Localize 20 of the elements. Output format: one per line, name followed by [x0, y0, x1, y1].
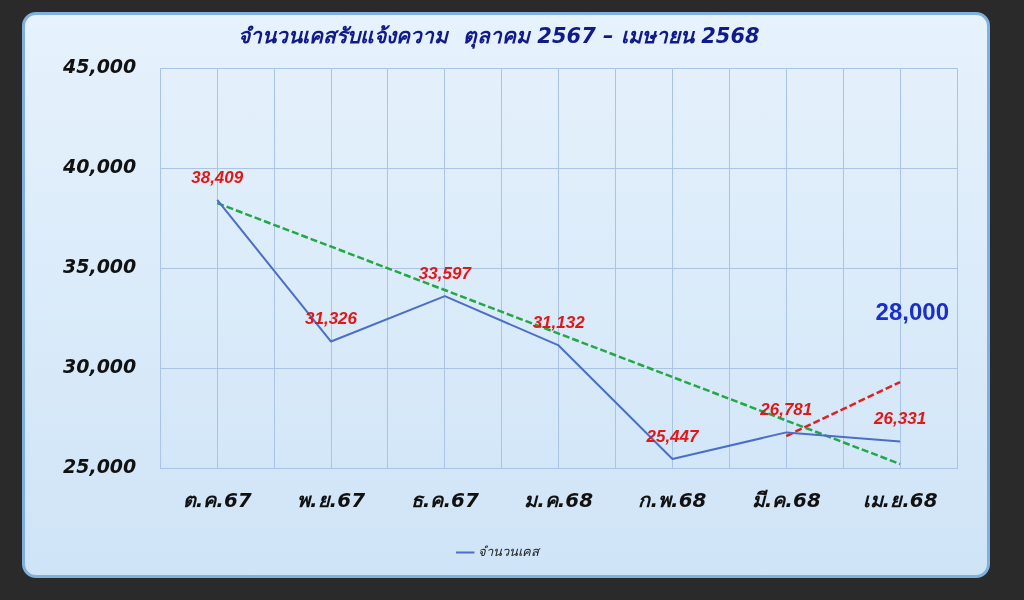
x-tick-label: พ.ย.67 [297, 488, 366, 513]
data-label: 26,781 [759, 400, 813, 420]
x-tick-label: เม.ย.68 [862, 488, 938, 513]
data-label: 26,331 [873, 409, 927, 429]
x-tick-label: ก.พ.68 [638, 488, 707, 513]
y-tick-label: 25,000 [62, 454, 137, 477]
annotation: 28,000 [875, 297, 949, 325]
x-tick-label: ธ.ค.67 [410, 488, 479, 513]
y-tick-label: 30,000 [62, 354, 137, 377]
y-tick-label: 45,000 [61, 55, 137, 78]
data-label: 38,409 [191, 167, 244, 187]
legend-label: จำนวนเคส [478, 543, 542, 559]
chart-title: จำนวนเคสรับแจ้งความ ตุลาคม 2567 – เมษายน 2568 [238, 24, 760, 50]
y-tick-label: 40,000 [61, 155, 137, 178]
y-tick-label: 35,000 [62, 255, 137, 278]
data-label: 33,597 [418, 263, 473, 283]
x-tick-label: ต.ค.67 [182, 488, 252, 513]
x-tick-label: ม.ค.68 [524, 488, 594, 513]
data-label: 31,132 [532, 313, 586, 333]
x-tick-label: มี.ค.68 [751, 488, 821, 513]
